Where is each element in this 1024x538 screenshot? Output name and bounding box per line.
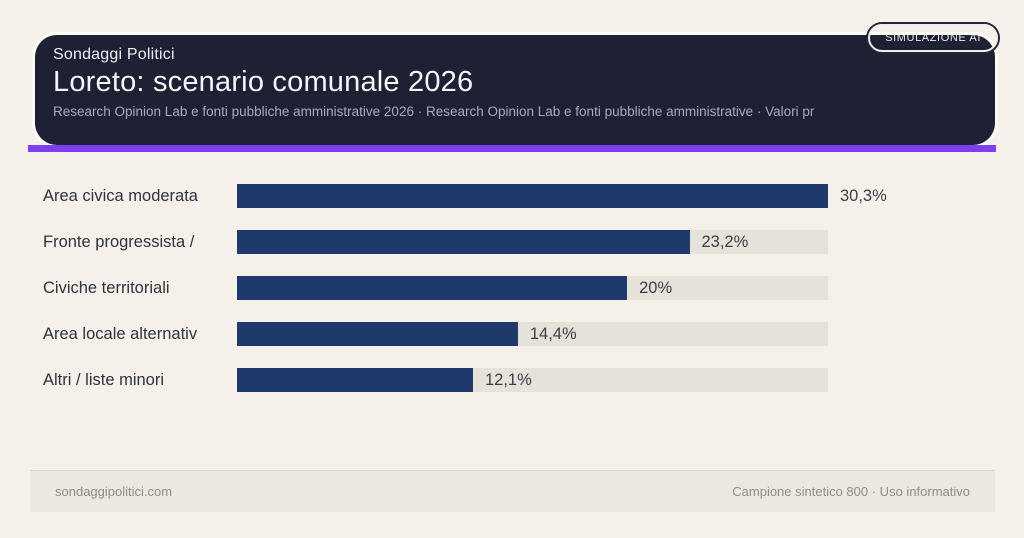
bar-track: 14,4% bbox=[237, 322, 828, 346]
page-title: Loreto: scenario comunale 2026 bbox=[53, 66, 474, 98]
bar-fill bbox=[237, 322, 518, 346]
chart-row: Civiche territoriali 20% bbox=[43, 276, 1003, 300]
brand-kicker: Sondaggi Politici bbox=[53, 46, 175, 63]
bar-value: 12,1% bbox=[485, 371, 532, 389]
bar-value: 14,4% bbox=[529, 325, 577, 343]
bar-fill bbox=[237, 230, 690, 254]
footer-sample-note: Campione sintetico 800 · Uso informativo bbox=[732, 484, 970, 499]
bar-track: 20% bbox=[237, 276, 828, 300]
bar-value: 30,3% bbox=[840, 187, 887, 205]
bar-value: 23,2% bbox=[701, 233, 749, 251]
chart-row: Area locale alternativ 14,4% bbox=[43, 322, 1003, 346]
bar-value: 20% bbox=[639, 279, 673, 297]
bar-label: Civiche territoriali bbox=[43, 278, 170, 297]
chart-row: Fronte progressista / 23,2% bbox=[43, 230, 1003, 254]
bar-track: 12,1% bbox=[237, 368, 828, 392]
bar-label: Fronte progressista / bbox=[43, 232, 195, 251]
bar-fill bbox=[237, 276, 628, 300]
bar-fill bbox=[237, 184, 828, 208]
bar-label: Area civica moderata bbox=[43, 186, 198, 205]
bar-label: Area locale alternativ bbox=[43, 324, 198, 343]
footer-site-url: sondaggipolitici.com bbox=[55, 484, 173, 499]
header-card: Sondaggi Politici Loreto: scenario comun… bbox=[35, 35, 995, 145]
simulation-ai-badge: SIMULAZIONE AI bbox=[868, 24, 998, 52]
bar-chart: Area civica moderata 30,3% Fronte progress… bbox=[43, 184, 1003, 414]
bar-label: Altri / liste minori bbox=[43, 370, 165, 389]
chart-row: Area civica moderata 30,3% bbox=[43, 184, 1003, 208]
source-subtitle: Research Opinion Lab e fonti pubbliche a… bbox=[53, 104, 815, 119]
chart-row: Altri / liste minori 12,1% bbox=[43, 368, 1003, 392]
bar-fill bbox=[237, 368, 473, 392]
footer: sondaggipolitici.com Campione sintetico … bbox=[30, 470, 995, 512]
bar-track: 30,3% bbox=[237, 184, 887, 208]
accent-divider bbox=[28, 145, 996, 152]
bar-track: 23,2% bbox=[237, 230, 828, 254]
